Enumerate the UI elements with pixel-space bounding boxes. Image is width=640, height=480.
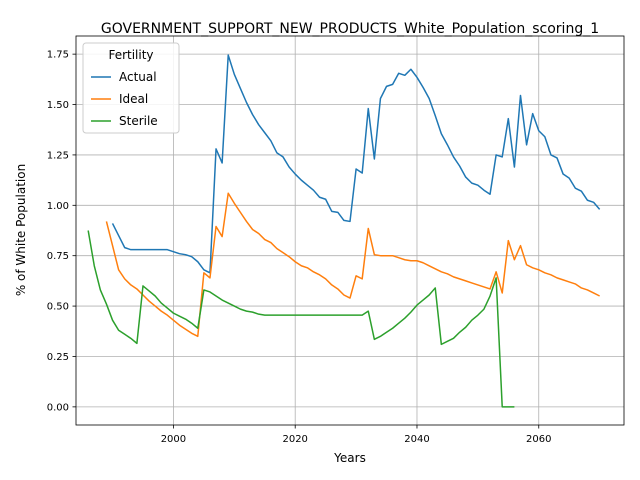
y-tick-label: 0.25: [47, 352, 69, 363]
y-tick-label: 1.00: [47, 201, 69, 212]
y-tick-label: 1.25: [47, 150, 69, 161]
chart-title: GOVERNMENT_SUPPORT_NEW_PRODUCTS_White_Po…: [101, 21, 599, 37]
x-tick-label: 2020: [282, 434, 307, 445]
legend-title: Fertility: [108, 48, 153, 62]
legend: Fertility Actual Ideal Sterile: [82, 42, 180, 134]
y-axis-ticks: 0.00 0.25 0.50 0.75 1.00 1.25 1.50 1.75: [47, 50, 76, 413]
y-axis-label: % of White Population: [14, 164, 28, 296]
y-tick-label: 0.50: [47, 302, 69, 313]
y-tick-label: 1.50: [47, 100, 69, 111]
x-tick-label: 2060: [526, 434, 551, 445]
legend-item-actual: Actual: [91, 70, 157, 84]
plot-frame: [75, 35, 625, 426]
series-lines: [87, 54, 601, 408]
x-axis-ticks: 2000 2020 2040 2060: [161, 425, 551, 445]
legend-label: Ideal: [119, 92, 148, 106]
x-tick-label: 2000: [161, 434, 186, 445]
series-line-sterile: [87, 230, 515, 408]
series-line-ideal: [105, 192, 600, 338]
legend-item-sterile: Sterile: [91, 114, 158, 128]
legend-label: Sterile: [119, 114, 158, 128]
legend-label: Actual: [119, 70, 157, 84]
y-tick-label: 0.75: [47, 251, 69, 262]
x-tick-label: 2040: [404, 434, 429, 445]
x-axis-label: Years: [333, 451, 366, 465]
y-tick-label: 0.00: [47, 402, 69, 413]
legend-box: [82, 42, 180, 134]
series-line-actual: [111, 54, 601, 274]
y-tick-label: 1.75: [47, 50, 69, 61]
legend-item-ideal: Ideal: [91, 92, 148, 106]
legend-entries: Actual Ideal Sterile: [91, 70, 158, 128]
